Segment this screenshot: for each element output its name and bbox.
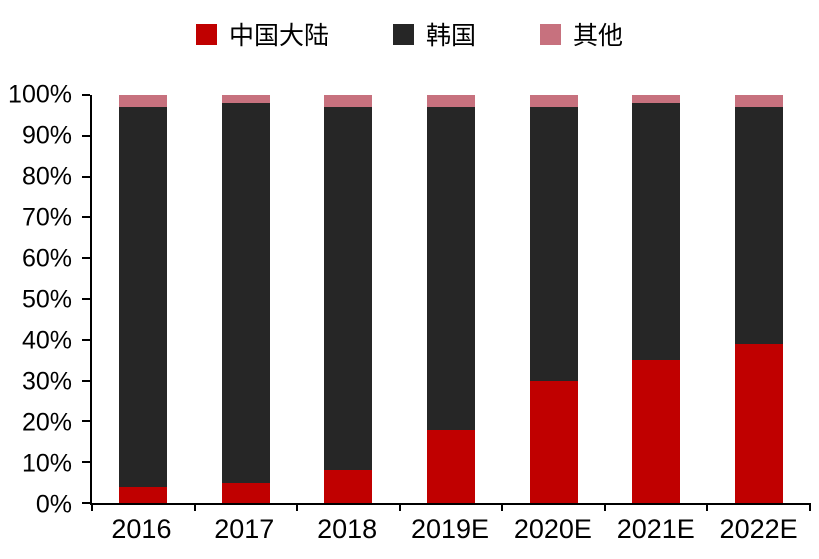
y-tick-label: 30%	[21, 367, 72, 396]
y-tick-label: 70%	[21, 203, 72, 232]
y-axis-tick	[82, 338, 90, 341]
legend-item: 中国大陆	[195, 16, 329, 52]
y-axis-tick	[82, 216, 90, 219]
x-axis-tick	[398, 503, 401, 511]
y-tick-label: 0%	[35, 490, 72, 519]
bar-segment	[221, 95, 270, 104]
bar-segment	[119, 486, 168, 503]
legend-swatch	[195, 23, 217, 45]
bar-segment	[529, 107, 578, 381]
x-axis-tick	[91, 503, 93, 511]
bar-segment	[426, 429, 475, 503]
y-axis-tick	[82, 298, 90, 300]
x-tick-label: 2022E	[719, 514, 798, 544]
y-axis-tick	[82, 420, 90, 423]
y-tick-label: 50%	[21, 285, 72, 314]
bar-segment	[119, 107, 168, 487]
bar-segment	[632, 360, 681, 503]
plot-area	[82, 94, 811, 511]
y-axis-tick	[82, 175, 90, 178]
bar-2019E	[426, 95, 475, 503]
x-axis-tick	[706, 503, 709, 511]
bar-2020E	[529, 95, 578, 503]
bar-segment	[221, 103, 270, 483]
y-axis-tick	[82, 379, 90, 382]
y-tick-label: 80%	[21, 162, 72, 191]
y-axis-tick	[82, 94, 90, 96]
y-axis-tick	[82, 134, 90, 137]
bar-2021E	[632, 95, 681, 503]
x-axis-tick	[603, 503, 606, 511]
bar-2016	[119, 95, 168, 503]
x-tick-label: 2016	[111, 514, 172, 544]
x-tick-label: 2021E	[616, 514, 695, 544]
bar-segment	[324, 107, 373, 471]
y-tick-label: 100%	[8, 80, 72, 109]
y-axis: 0% 10% 20% 30% 40% 50% 60% 70% 80% 90% 100%	[0, 82, 72, 517]
bar-segment	[324, 95, 373, 108]
x-axis-tick	[193, 503, 196, 511]
legend-swatch	[540, 23, 561, 45]
x-tick-label: 2017	[214, 514, 275, 544]
bar-2017	[221, 95, 270, 503]
bar-segment	[529, 380, 578, 503]
legend-label: 中国大陆	[228, 22, 329, 50]
x-axis-tick	[296, 503, 299, 511]
y-tick-label: 40%	[21, 326, 72, 355]
bar-segment	[734, 343, 783, 503]
legend-label: 其他	[573, 22, 624, 50]
y-tick-label: 10%	[21, 449, 72, 478]
bar-segment	[734, 95, 783, 108]
bar-2022E	[734, 95, 783, 503]
y-axis-tick	[82, 502, 90, 504]
legend-item: 韩国	[392, 16, 476, 52]
y-tick-label: 60%	[21, 244, 72, 273]
x-axis: 2016 2017 2018 2019E 2020E 2021E 2022E	[90, 514, 810, 545]
x-tick-label: 2020E	[513, 514, 592, 544]
legend-label: 韩国	[425, 22, 476, 50]
bar-segment	[529, 95, 578, 108]
bar-segment	[119, 95, 168, 108]
y-axis-tick	[82, 257, 90, 260]
y-tick-label: 20%	[21, 408, 72, 437]
x-tick-label: 2018	[317, 514, 378, 544]
bar-segment	[426, 107, 475, 430]
bar-2018	[324, 95, 373, 503]
bar-segment	[632, 95, 681, 104]
x-axis-tick	[501, 503, 504, 511]
legend-item: 其他	[540, 16, 623, 52]
y-axis-tick	[82, 461, 90, 464]
bar-segment	[221, 482, 270, 503]
chart-legend: 中国大陆 韩国 其他	[0, 16, 819, 52]
bar-segment	[734, 107, 783, 344]
y-tick-label: 90%	[21, 121, 72, 150]
x-axis-tick	[809, 503, 811, 511]
x-tick-label: 2019E	[410, 514, 490, 544]
legend-swatch	[392, 23, 414, 45]
bar-segment	[632, 103, 681, 361]
bar-segment	[324, 470, 373, 503]
bar-segment	[426, 95, 475, 108]
